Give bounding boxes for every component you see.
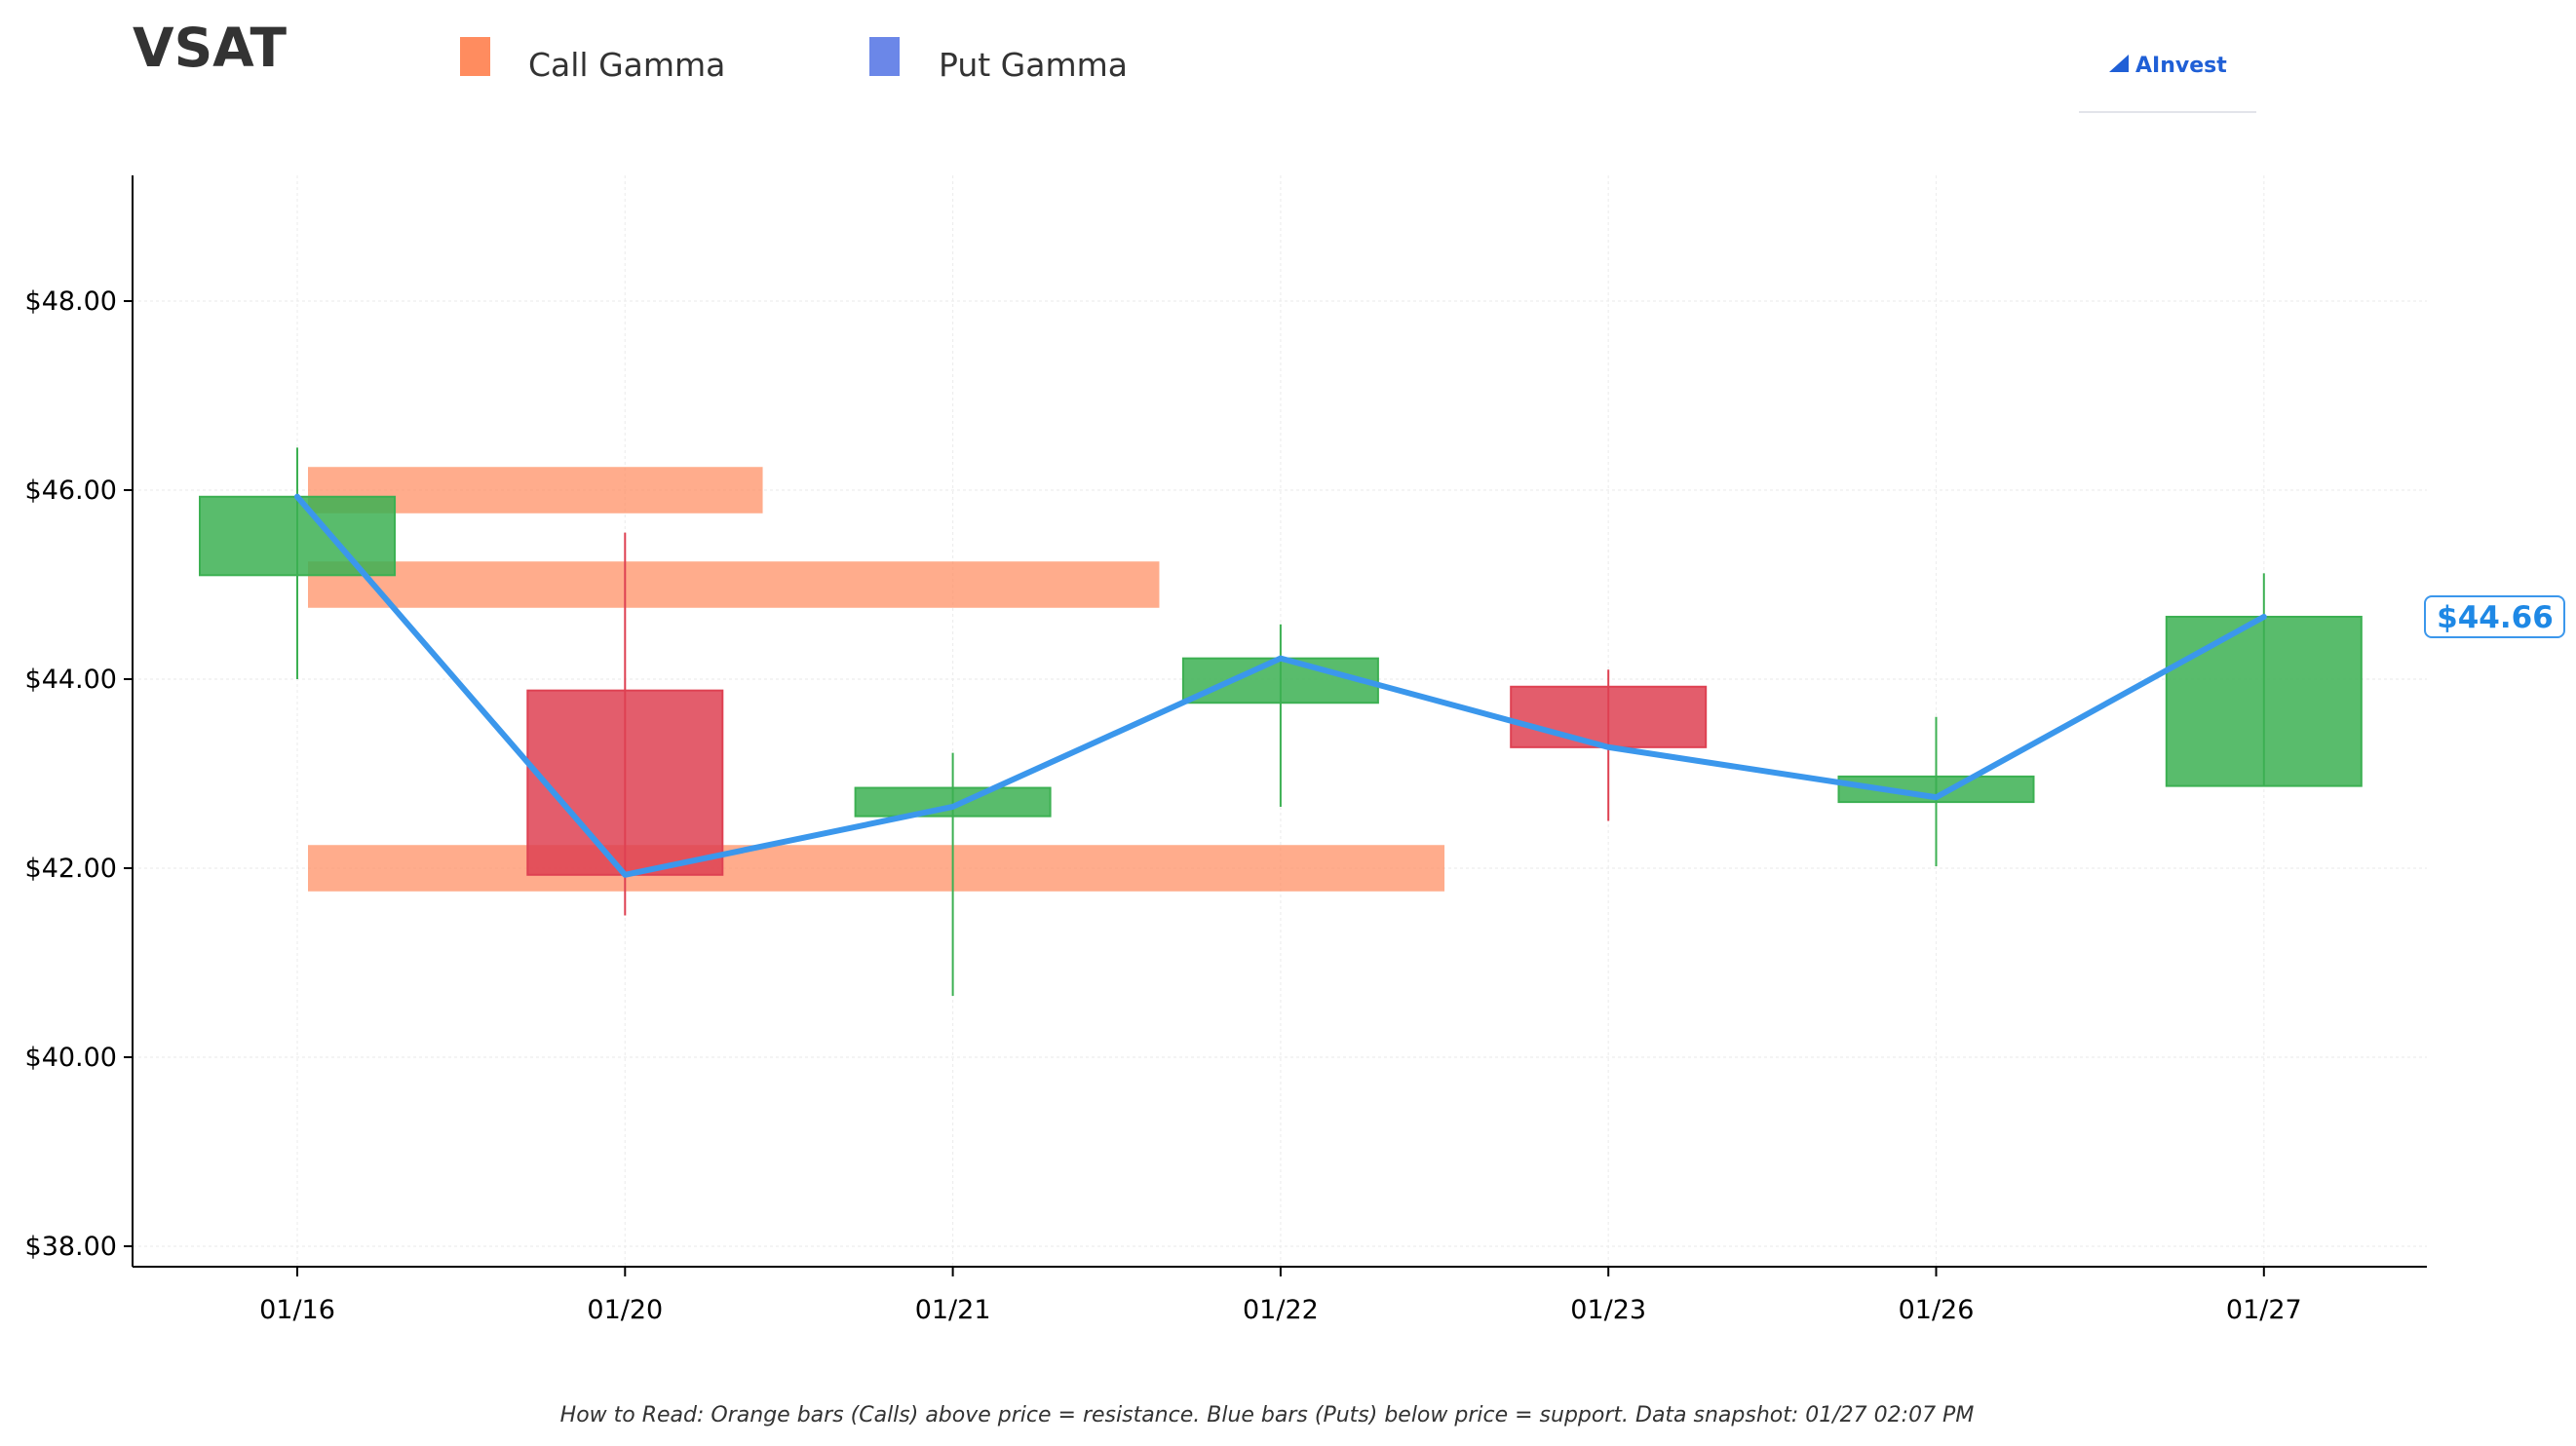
- candle-body: [526, 689, 724, 876]
- axes: $38.00 $40.00 $42.00 $44.00 $46.00 $48.00 01/1…: [25, 175, 2427, 1325]
- legend-swatch-call-gamma: [460, 37, 490, 76]
- legend-label-call-gamma: Call Gamma: [528, 46, 725, 84]
- candle-body: [854, 786, 1052, 818]
- candle-body: [1510, 685, 1708, 748]
- candle-body: [2165, 615, 2363, 787]
- current-price-badge-box: [2424, 594, 2565, 638]
- call-gamma-bar: [308, 845, 1445, 892]
- x-tick-label: 01/22: [1243, 1295, 1319, 1325]
- x-tick-label: 01/21: [915, 1295, 991, 1325]
- candle-body: [199, 495, 396, 577]
- x-tick-label: 01/16: [259, 1295, 335, 1325]
- current-price-badge: $44.66: [2424, 594, 2565, 638]
- x-tick-label: 01/27: [2226, 1295, 2302, 1325]
- candle-body: [1181, 657, 1379, 704]
- price-line-path: [294, 493, 2267, 878]
- legend: Call Gamma Put Gamma: [460, 37, 1128, 84]
- chart-title: VSAT: [133, 17, 287, 79]
- call-gamma-bar: [308, 561, 1160, 608]
- legend-label-put-gamma: Put Gamma: [939, 46, 1128, 84]
- current-price-label: $44.66: [2437, 600, 2554, 635]
- call-gamma-bars: [308, 467, 1445, 892]
- y-tick-label: $40.00: [25, 1043, 117, 1073]
- y-tick-label: $44.00: [25, 665, 117, 695]
- x-tick-label: 01/20: [587, 1295, 663, 1325]
- y-tick-label: $46.00: [25, 476, 117, 506]
- y-tick-label: $42.00: [25, 854, 117, 884]
- footer-note: How to Read: Orange bars (Calls) above p…: [560, 1403, 1975, 1427]
- brand-logo: AInvest: [2079, 54, 2256, 113]
- legend-swatch-put-gamma: [869, 37, 900, 76]
- price-line: [294, 493, 2267, 878]
- brand-name: AInvest: [2135, 54, 2227, 78]
- y-tick-label: $38.00: [25, 1232, 117, 1262]
- brand-mark-icon: [2109, 55, 2129, 72]
- y-tick-label: $48.00: [25, 286, 117, 317]
- x-tick-label: 01/23: [1570, 1295, 1646, 1325]
- x-tick-label: 01/26: [1899, 1295, 1975, 1325]
